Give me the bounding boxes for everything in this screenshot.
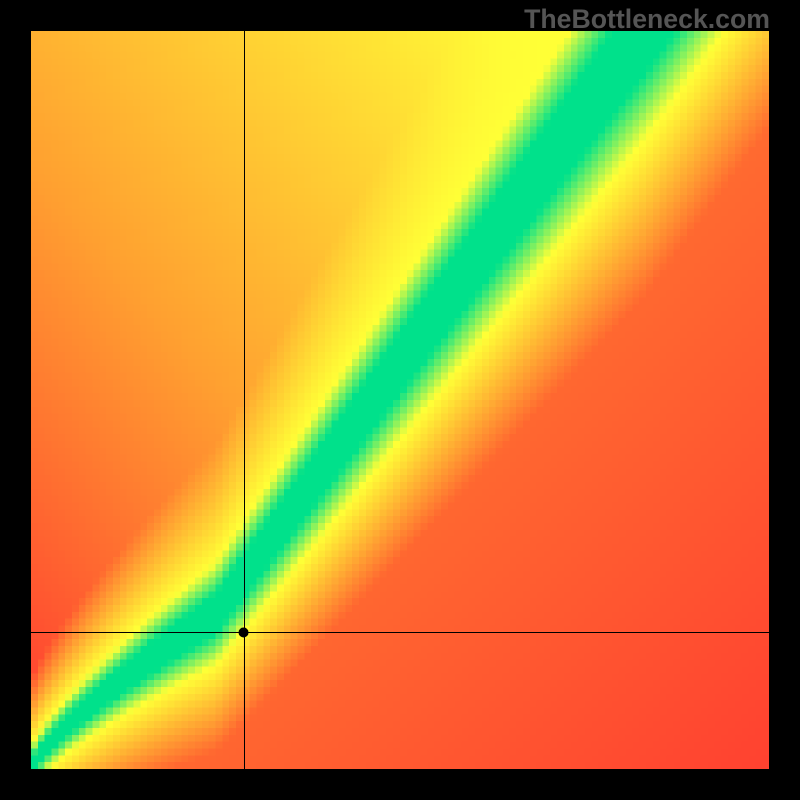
- plot-area: [31, 31, 769, 769]
- crosshair-overlay: [31, 31, 769, 769]
- chart-frame: TheBottleneck.com: [0, 0, 800, 800]
